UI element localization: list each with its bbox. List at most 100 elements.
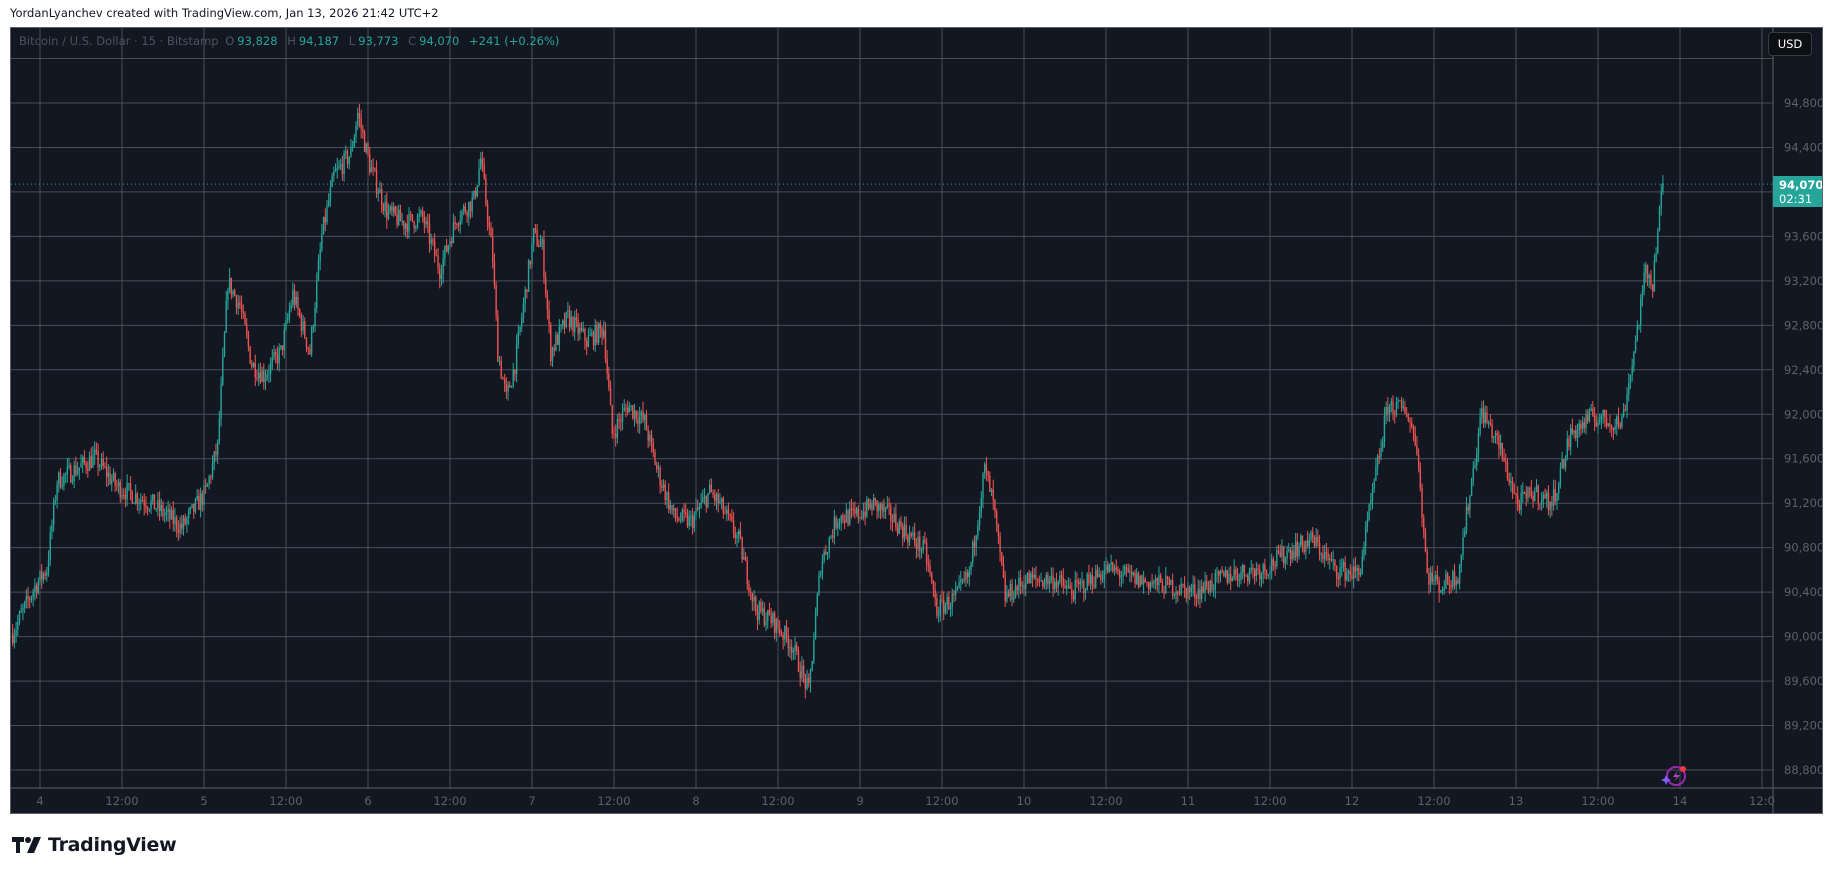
candle-body <box>1101 579 1104 581</box>
candle-body <box>488 222 490 228</box>
candle-body <box>257 372 260 379</box>
candle-body <box>727 509 730 515</box>
close-value: C 94,070 <box>408 34 460 48</box>
candle-body <box>1489 422 1492 425</box>
candle-body <box>27 596 29 600</box>
candle-body <box>242 311 244 313</box>
candle-body <box>1240 571 1242 580</box>
candle-body <box>1252 567 1254 570</box>
candlestick-chart[interactable]: 94,80094,40094,00093,60093,20092,80092,4… <box>11 28 1823 814</box>
candle-body <box>575 317 578 320</box>
candle-body <box>1522 491 1524 494</box>
candle-body <box>1634 341 1637 352</box>
currency-button[interactable]: USD <box>1768 32 1812 56</box>
candle-body <box>1353 566 1355 580</box>
candle-body <box>384 201 386 211</box>
candle-body <box>124 495 127 500</box>
candle-body <box>469 201 472 212</box>
candle-body <box>999 536 1001 553</box>
candle-body <box>1265 571 1268 576</box>
candle-body <box>444 245 446 259</box>
candle-body <box>818 575 820 595</box>
candle-body <box>562 320 564 325</box>
candle-body <box>975 535 977 548</box>
candle-body <box>425 220 427 225</box>
candle-body <box>216 440 219 455</box>
candle-body <box>878 503 880 512</box>
candle-body <box>937 615 940 617</box>
candle-body <box>644 414 646 421</box>
candle-body <box>514 369 516 375</box>
candle-body <box>473 190 475 198</box>
candle-body <box>435 255 438 257</box>
candle-body <box>946 596 948 606</box>
candle-body <box>1281 546 1283 557</box>
candle-body <box>1626 394 1628 411</box>
low-value: L 93,773 <box>348 34 399 48</box>
candle-body <box>1335 566 1338 577</box>
candle-body <box>847 510 849 525</box>
price-axis-label: 92,800 <box>1784 318 1823 332</box>
candle-body <box>1221 570 1223 573</box>
candle-body <box>99 466 101 468</box>
candle-body <box>1262 564 1264 574</box>
lightning-assistant-icon[interactable] <box>1661 766 1686 786</box>
candle-body <box>1390 401 1392 405</box>
candle-body <box>1628 383 1630 395</box>
time-axis-label: 12:00 <box>597 794 630 808</box>
candle-body <box>944 605 947 614</box>
candle-body <box>1554 489 1556 502</box>
candle-body <box>1474 464 1476 468</box>
candle-body <box>1093 585 1095 588</box>
candle-body <box>671 505 673 511</box>
candle-body <box>1219 570 1222 576</box>
candle-body <box>105 466 108 477</box>
chart-panel[interactable]: 94,80094,40094,00093,60093,20092,80092,4… <box>10 27 1823 814</box>
candle-body <box>1132 572 1135 575</box>
candle-body <box>1633 351 1635 367</box>
candle-body <box>1216 571 1218 573</box>
candle-body <box>218 419 221 441</box>
candle-body <box>302 321 304 331</box>
candle-body <box>210 476 212 478</box>
candle-body <box>52 501 55 525</box>
candle-body <box>1486 412 1488 423</box>
candle-body <box>239 302 241 306</box>
candle-body <box>963 579 965 581</box>
candle-body <box>821 560 824 573</box>
candle-body <box>1629 374 1632 384</box>
candle-body <box>840 515 842 523</box>
candle-body <box>119 482 121 498</box>
candle-body <box>1170 580 1172 585</box>
candle-body <box>1153 580 1155 584</box>
candle-body <box>1117 569 1119 572</box>
candle-body <box>608 373 610 388</box>
candle-body <box>194 499 197 512</box>
candle-body <box>1212 589 1215 591</box>
candle-body <box>1445 573 1447 589</box>
candle-body <box>1617 416 1620 425</box>
candle-body <box>1077 582 1080 585</box>
symbol-title[interactable]: Bitcoin / U.S. Dollar · 15 · Bitstamp <box>19 34 219 48</box>
candle-body <box>461 210 463 221</box>
candle-body <box>831 536 834 538</box>
candle-body <box>413 221 415 229</box>
candle-body <box>1018 577 1020 591</box>
candle-body <box>449 241 451 246</box>
candle-body <box>522 303 525 318</box>
candle-body <box>1363 546 1365 557</box>
candle-body <box>572 316 574 333</box>
candle-body <box>1327 553 1329 560</box>
candle-body <box>656 465 658 469</box>
candle-body <box>1499 442 1502 449</box>
candle-body <box>1163 592 1165 594</box>
candle-body <box>842 515 844 521</box>
candle-body <box>898 521 900 534</box>
candle-body <box>464 206 467 213</box>
candle-body <box>1525 493 1527 499</box>
candle-body <box>97 450 99 468</box>
candle-body <box>1289 549 1292 560</box>
candle-body <box>440 274 443 280</box>
candle-body <box>1264 564 1266 572</box>
